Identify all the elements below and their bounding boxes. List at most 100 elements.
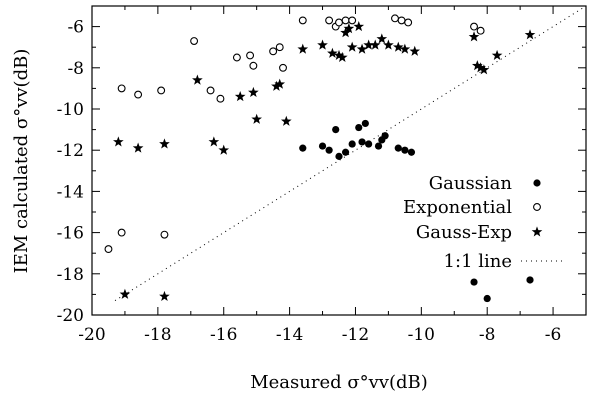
gaussian-point [526,276,534,284]
gauss-exp-point [336,51,348,63]
exponential-point [249,61,258,70]
exponential-point [157,86,166,95]
gaussian-point [381,132,389,140]
exponential-point [104,245,113,254]
gaussian-point [299,144,307,152]
gauss-exp-point [317,39,328,50]
gauss-exp-point [159,138,170,149]
x-tick-label: -10 [408,325,435,345]
legend: Gaussian Exponential Gauss-Exp 1:1 line [403,173,565,272]
exponential-point [117,228,126,237]
gauss-exp-point [159,290,170,301]
exponential-point [341,16,350,25]
gauss-exp-point [399,43,411,54]
x-axis-title: Measured σ°vv(dB) [250,372,428,393]
gaussian-point [348,140,356,148]
exponential-point [348,16,357,25]
gauss-exp-point [471,60,483,71]
y-tick-label: -20 [57,306,84,326]
gauss-exp-point [271,80,282,91]
exponential-point [160,230,169,239]
gaussian-point [365,140,373,148]
exponential-point [134,90,143,99]
gauss-exp-point [234,91,246,102]
gauss-exp-point [363,39,374,50]
exponential-point [246,51,255,60]
x-tick-label: -14 [276,325,303,345]
y-tick-label: -10 [57,100,84,120]
legend-label: Gaussian [429,173,513,194]
data-points [104,14,536,303]
gaussian-point [407,148,416,156]
y-axis-title: IEM calculated σ°vv(dB) [11,49,32,274]
x-tick-labels: -20 -18 -16 -14 -12 -10 -8 -6 [78,325,561,345]
x-tick-label: -16 [210,325,237,345]
exponential-point [279,63,287,72]
y-tick-labels: -20 -18 -16 -14 -12 -10 -8 -6 [57,18,84,326]
y-tick-label: -8 [67,59,84,79]
gauss-exp-point [340,27,351,38]
exponential-point [216,94,225,103]
exponential-point [275,43,284,52]
exponential-point [470,22,478,31]
x-tick-label: -6 [545,325,562,345]
gauss-exp-point [353,21,365,32]
exponential-point [404,18,413,27]
gaussian-point [358,138,366,146]
y-tick-label: -14 [57,182,84,202]
gauss-exp-point [491,49,503,60]
gauss-exp-point [192,74,203,85]
gauss-exp-point [343,23,355,34]
axis-ticks [91,6,586,316]
gauss-exp-point [113,136,124,147]
x-tick-label: -8 [479,325,496,345]
gauss-exp-point [369,39,381,50]
gauss-exp-point [524,29,536,40]
gauss-exp-point [208,136,220,147]
exponential-point [232,53,241,62]
exponential-point [391,14,399,23]
plot-frame [91,5,587,316]
legend-marker [531,226,543,237]
legend-label: Exponential [403,197,512,218]
gaussian-point [332,126,340,134]
gaussian-point [335,152,343,160]
gauss-exp-point [248,86,259,98]
y-tick-label: -6 [67,18,84,38]
gaussian-point [394,144,402,152]
gauss-exp-point [119,288,131,299]
exponential-point [476,26,485,35]
gauss-exp-point [376,33,388,44]
legend-label: 1:1 line [444,251,512,272]
gaussian-point [318,142,327,150]
gauss-exp-point [468,31,480,42]
gauss-exp-point [327,47,338,58]
gauss-exp-point [132,142,144,153]
gauss-exp-point [346,41,358,52]
gauss-exp-point [478,64,490,75]
x-tick-label: -18 [144,325,171,345]
gaussian-point [470,278,478,286]
y-tick-label: -12 [57,141,84,161]
gauss-exp-point [392,41,404,52]
exponential-point [298,16,307,25]
gaussian-point [401,146,409,154]
exponential-point [335,18,343,27]
gauss-exp-point [409,45,421,56]
exponential-point [117,84,126,93]
gauss-exp-point [383,39,394,50]
gaussian-point [355,123,363,132]
exponential-point [206,86,215,95]
x-tick-label: -12 [342,325,369,345]
gauss-exp-point [274,78,286,89]
gauss-exp-point [297,43,309,54]
exponential-point [190,37,199,45]
legend-label: Gauss-Exp [416,222,512,243]
gauss-exp-point [475,62,486,73]
gaussian-point [374,142,383,150]
gaussian-point [361,119,369,128]
gaussian-point [325,146,333,154]
gauss-exp-point [333,49,345,60]
legend-marker [533,203,541,211]
